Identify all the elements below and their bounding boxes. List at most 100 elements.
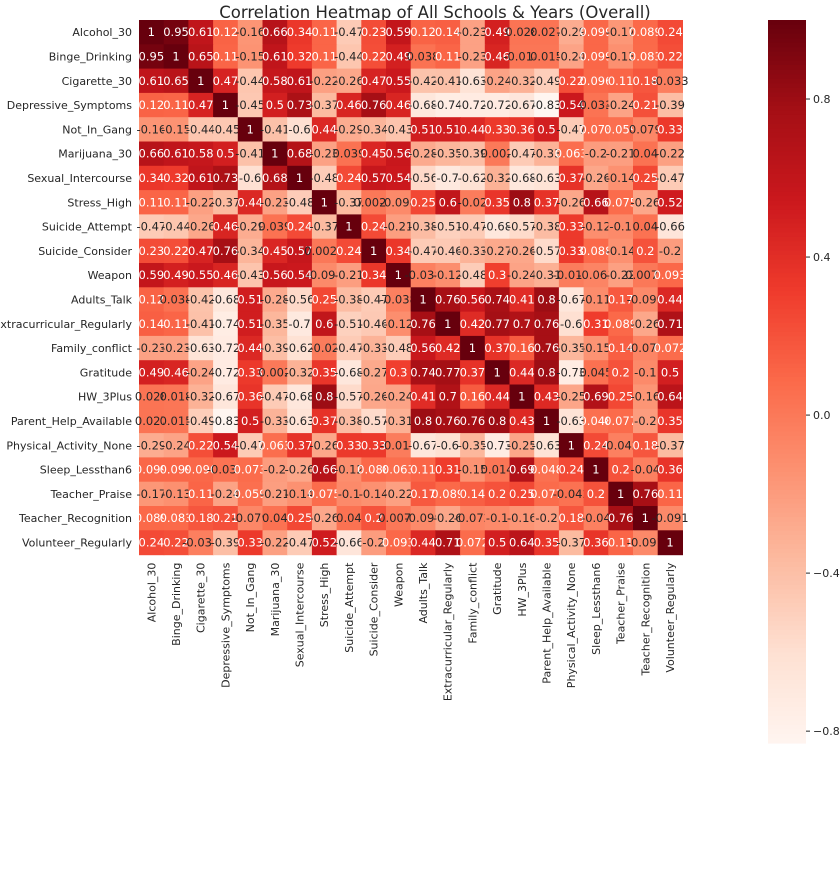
heatmap-cell [410, 238, 436, 264]
colorbar-segment [768, 264, 806, 270]
colorbar-segment [768, 571, 806, 577]
heatmap-cell [311, 117, 338, 143]
cell-value-label: -0.22 [260, 535, 290, 549]
colorbar-segment [768, 413, 806, 419]
cell-value-label: 0.089 [629, 25, 662, 39]
cell-value-label: 0.56 [410, 341, 436, 355]
cell-value-label: 0.8 [537, 292, 555, 306]
cell-value-label: -0.44 [161, 220, 191, 234]
heatmap-cell [534, 433, 560, 458]
cell-value-label: 0.49 [139, 365, 165, 379]
heatmap-cell [633, 141, 659, 167]
chart-title: Correlation Heatmap of All Schools & Yea… [219, 3, 650, 22]
cell-value-label: -0.16 [507, 511, 537, 525]
heatmap-cell [410, 68, 436, 94]
cell-value-label: -0.47 [655, 171, 685, 185]
heatmap-cell [386, 92, 412, 118]
colorbar-segment [768, 268, 806, 274]
heatmap-cell [188, 311, 214, 337]
cell-value-label: -0.23 [260, 195, 290, 209]
heatmap-cell [509, 117, 535, 143]
cell-value-label: -0.47 [235, 438, 265, 452]
heatmap-cell [311, 335, 338, 361]
heatmap-cell [410, 263, 436, 288]
cell-value-label: 0.5 [488, 535, 506, 549]
cell-value-label: -0.67 [211, 390, 241, 404]
heatmap-cell [558, 287, 585, 313]
colorbar-segment [768, 20, 806, 26]
cell-value-label: 0.56 [460, 292, 486, 306]
heatmap-cell [484, 335, 511, 361]
heatmap-cell [509, 408, 535, 434]
cell-value-label: -0.1 [486, 511, 508, 525]
cell-value-label: 0.44 [460, 122, 486, 136]
heatmap-cell [163, 263, 189, 288]
colorbar-segment [768, 431, 806, 437]
cell-value-label: -0.63 [186, 341, 216, 355]
colorbar-segment [768, 476, 806, 482]
cell-value-label: -0.26 [285, 463, 315, 477]
heatmap-cell [410, 44, 436, 70]
cell-value-label: 0.04 [633, 220, 659, 234]
colorbar-segment [768, 666, 806, 672]
heatmap-cell [435, 68, 461, 94]
heatmap-cell [262, 238, 288, 264]
cell-value-label: 0.22 [188, 438, 214, 452]
cell-value-label: -0.22 [309, 74, 339, 88]
heatmap-cell [213, 165, 239, 191]
cell-value-label: 0.76 [213, 244, 239, 258]
cell-value-label: 0.063 [555, 147, 588, 161]
heatmap-cell [583, 360, 609, 386]
cell-value-label: -0.44 [334, 49, 364, 63]
heatmap-cell [336, 165, 362, 191]
heatmap-cell [311, 190, 338, 215]
cell-value-label: 0.8 [537, 365, 555, 379]
heatmap-cell [633, 117, 659, 143]
heatmap-cell [608, 190, 634, 215]
cell-value-label: 0.54 [213, 438, 239, 452]
colorbar-segment [768, 544, 806, 550]
heatmap-cell [410, 214, 436, 240]
heatmap-cell [163, 433, 189, 458]
cell-value-label: 0.099 [160, 463, 193, 477]
cell-value-label: 0.077 [530, 487, 563, 501]
cell-value-label: 0.079 [629, 122, 662, 136]
heatmap-cell [163, 481, 189, 507]
heatmap-cell [361, 506, 387, 531]
cell-value-label: -0.47 [359, 292, 389, 306]
heatmap-cell [163, 20, 189, 45]
row-label: Teacher_Recognition [18, 512, 132, 525]
heatmap-cell [139, 44, 165, 70]
cell-value-label: -0.24 [606, 98, 636, 112]
colorbar-segment [768, 132, 806, 139]
heatmap-cell [657, 92, 683, 118]
heatmap-cell [608, 117, 634, 143]
cell-value-label: 0.74 [410, 365, 436, 379]
heatmap-cell [386, 311, 412, 337]
cell-value-label: 0.5 [241, 414, 259, 428]
heatmap-cell [583, 506, 609, 531]
cell-value-label: -0.12 [383, 317, 413, 331]
heatmap-cell [386, 214, 412, 240]
cell-value-label: -0.038 [405, 268, 442, 282]
heatmap-cell [435, 165, 461, 191]
cell-value-label: 0.95 [139, 49, 165, 63]
cell-value-label: -0.072 [454, 511, 491, 525]
cell-value-label: 0.11 [311, 25, 337, 39]
colorbar-segment [768, 236, 806, 243]
heatmap-cell [336, 360, 362, 386]
cell-value-label: 0.14 [608, 341, 634, 355]
row-label: HW_3Plus [78, 391, 132, 404]
colorbar-segment [768, 160, 806, 166]
cell-value-label: 0.51 [237, 292, 263, 306]
colorbar-segment [768, 575, 806, 581]
heatmap-cell [237, 92, 264, 118]
cell-value-label: 0.25 [509, 487, 535, 501]
cell-value-label: 0.033 [579, 98, 612, 112]
heatmap-cell [460, 335, 486, 361]
cell-value-label: 0.099 [135, 463, 168, 477]
cell-value-label: 0.76 [534, 341, 560, 355]
cell-value-label: 0.33 [361, 438, 387, 452]
cell-value-label: 1 [197, 74, 204, 88]
cell-value-label: -0.57 [334, 390, 364, 404]
